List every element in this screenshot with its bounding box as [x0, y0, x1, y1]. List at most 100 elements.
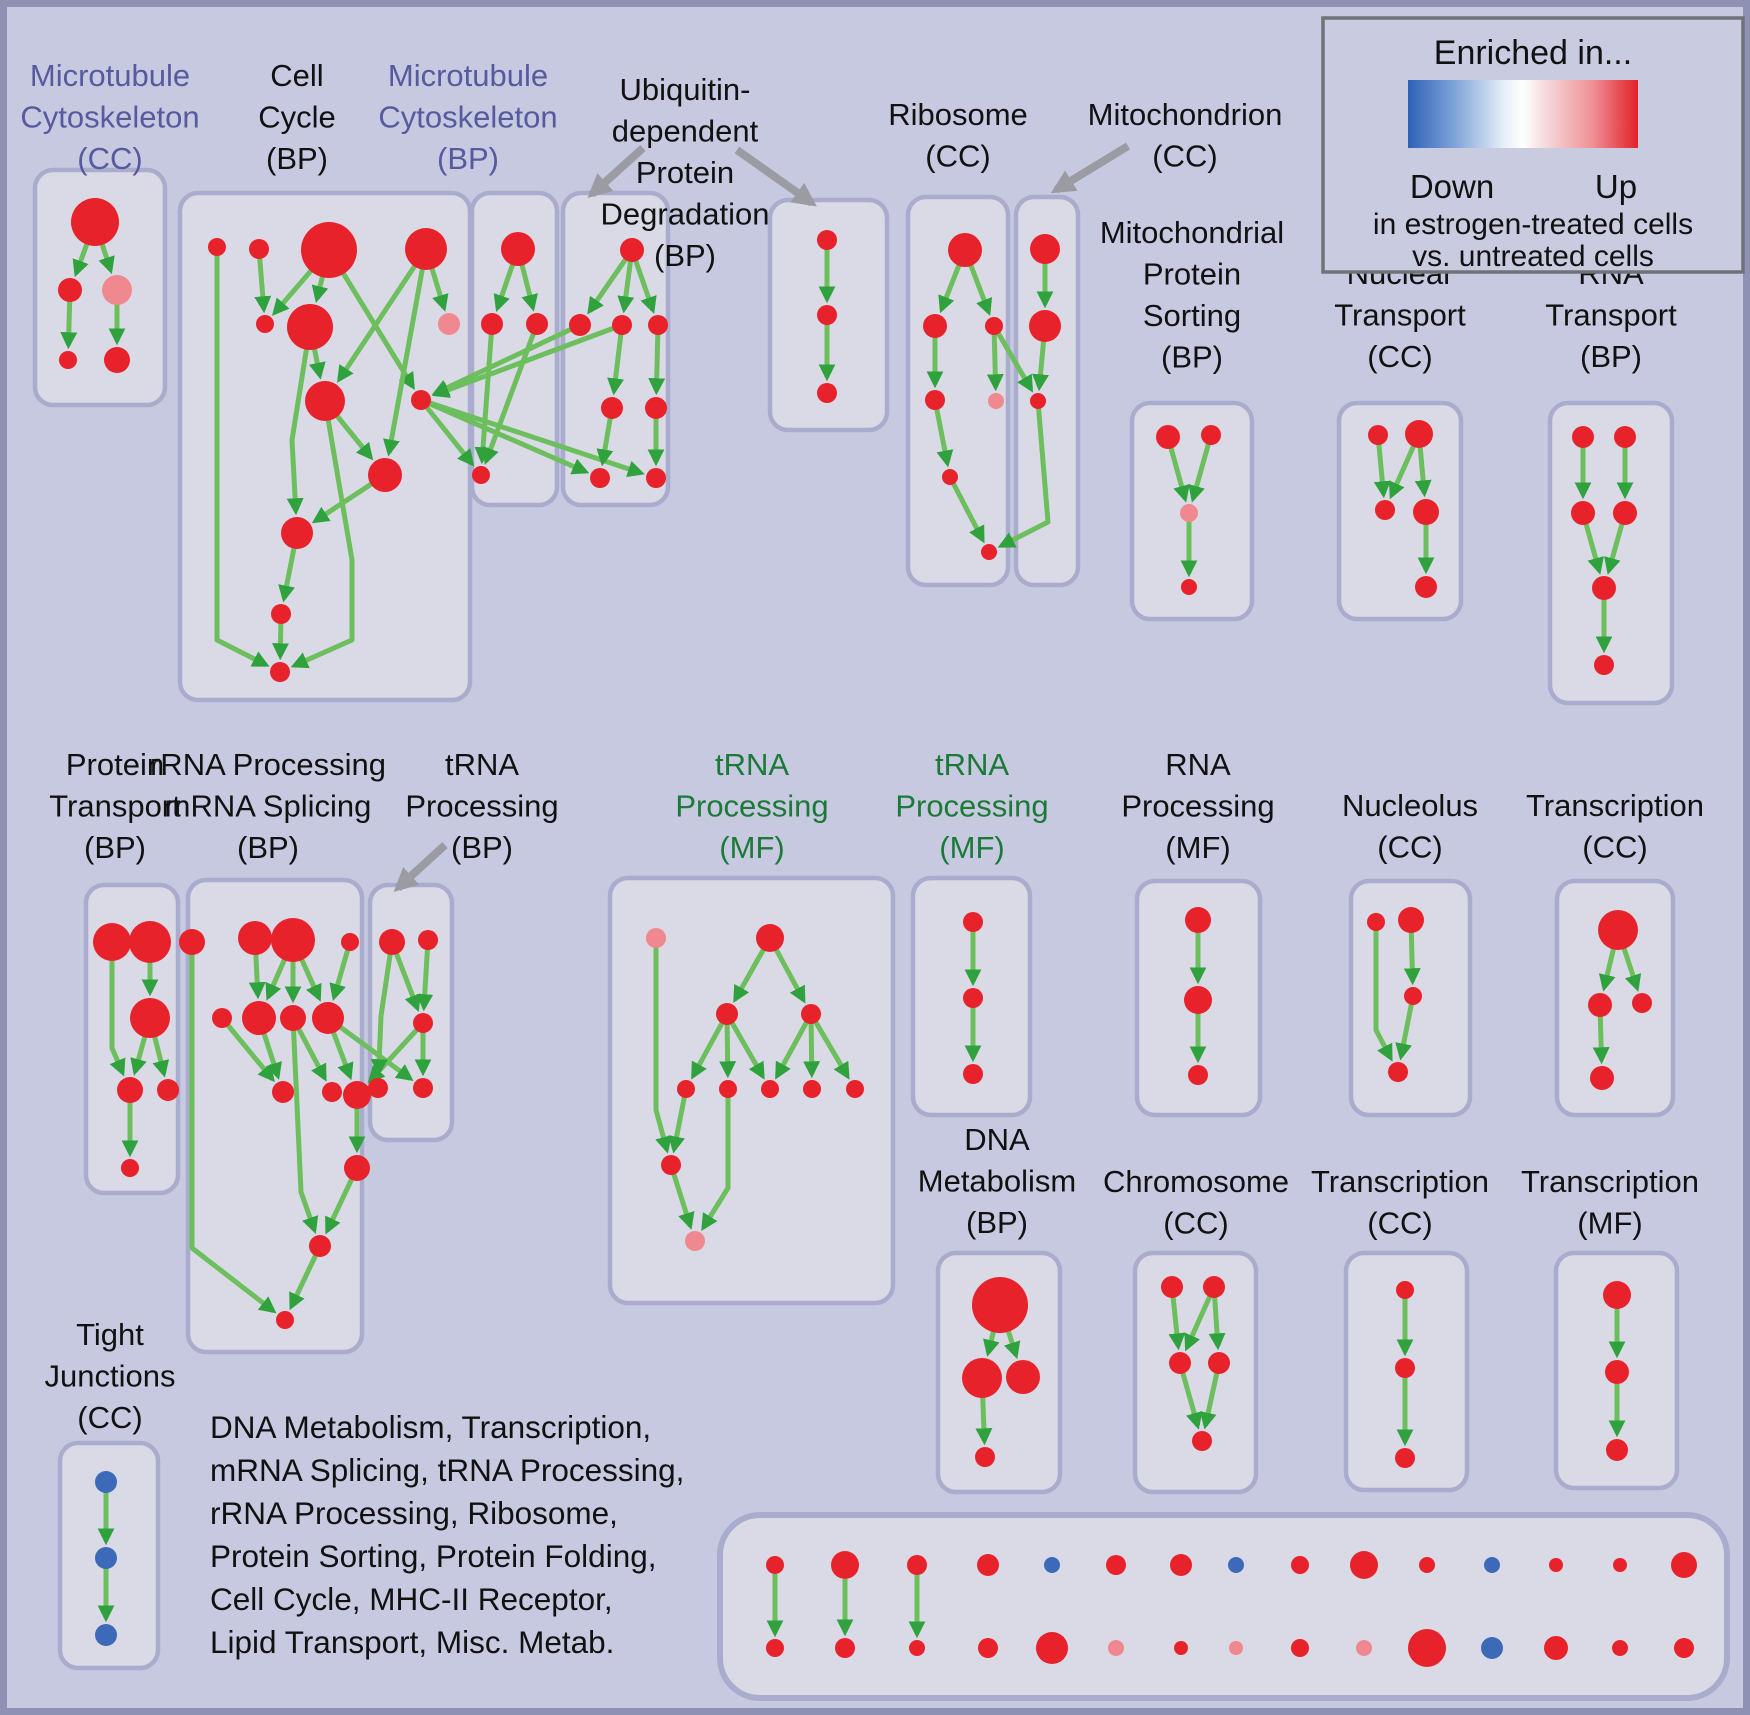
node-R0 [948, 233, 982, 267]
group-label-ribosome-cc-line-1: Ribosome [888, 97, 1028, 132]
group-label-microtubule-cytoskeleton-bp-line-3: (BP) [437, 141, 499, 176]
edge-M2-R6 [997, 400, 1051, 548]
node-k1 [1395, 1358, 1415, 1378]
edge-t1-t2 [416, 939, 434, 1012]
group-label-transcription-cc-line-1: Transcription [1526, 788, 1704, 823]
edge-u2-c8 [432, 322, 623, 398]
node-c3 [405, 228, 447, 270]
group-label-trna-processing-mf-2-line-1: tRNA [935, 747, 1009, 782]
group-label-rrna-processing-mrna-splicing-bp-line-1: rRNA Processing [150, 747, 386, 782]
group-box-misc-summary [717, 1512, 1730, 1701]
node-r12 [309, 1235, 331, 1257]
node-ms0 [1156, 425, 1180, 449]
group-box-nuclear-transport-cc [1336, 400, 1464, 622]
group-label-mitochondrial-protein-sorting-bp-line-3: Sorting [1143, 298, 1241, 333]
group-label-trna-processing-mf-1-line-2: Processing [675, 789, 828, 824]
group-label-dna-metabolism-bp-line-3: (BP) [966, 1205, 1028, 1240]
node-j2-blue [95, 1624, 117, 1646]
node-u4 [601, 397, 623, 419]
legend-down-label: Down [1410, 168, 1494, 205]
group-label-rna-processing-mf-line-3: (MF) [1165, 830, 1230, 865]
node-R1 [923, 314, 947, 338]
node-P9 [661, 1155, 681, 1175]
group-label-microtubule-cytoskeleton-cc-line-3: (CC) [77, 141, 142, 176]
node-r2 [271, 918, 315, 962]
node-r0 [179, 929, 205, 955]
edge-c1-c4 [254, 248, 272, 314]
group-label-trna-processing-mf-2-line-3: (MF) [939, 830, 1004, 865]
group-label-rrna-processing-mrna-splicing-bp-line-2: mRNA Splicing [165, 789, 372, 824]
node-r8 [272, 1081, 294, 1103]
bottom-node-bottom-4 [978, 1638, 998, 1658]
node-r1 [238, 921, 272, 955]
misc-list-line-4: Protein Sorting, Protein Folding, [210, 1538, 657, 1574]
group-label-rna-processing-mf-line-1: RNA [1165, 747, 1231, 782]
edge-c5-c10 [286, 326, 313, 516]
bottom-node-bottom-15 [1674, 1638, 1694, 1658]
group-label-ubiquitin-bp-line-4: Degradation [601, 197, 770, 232]
edge-r12-r13 [289, 1244, 323, 1311]
node-m0 [1603, 1281, 1631, 1309]
node-s2 [963, 1064, 983, 1084]
node-ms3 [1181, 579, 1197, 595]
node-c12 [270, 662, 290, 682]
bottom-node-bottom-8 [1229, 1641, 1243, 1655]
node-R6 [981, 544, 997, 560]
edge-R2-R4 [986, 325, 1004, 392]
group-label-tight-junctions-cc-line-3: (CC) [77, 1400, 142, 1435]
node-rt2 [1571, 501, 1595, 525]
node-P1 [756, 924, 784, 952]
node-u1 [569, 314, 591, 336]
node-u6 [590, 468, 610, 488]
node-r5 [242, 1001, 276, 1035]
trna-bp-pointer-arrow-icon [393, 842, 448, 893]
group-label-transcription-cc-2-line-1: Transcription [1311, 1164, 1489, 1199]
group-label-trna-processing-bp-line-1: tRNA [445, 747, 519, 782]
edge-r3-r7 [329, 941, 353, 1001]
node-r7 [312, 1002, 344, 1034]
edge-b1-b3 [474, 323, 495, 465]
node-k0 [1396, 1281, 1414, 1299]
edge-u3-u5 [648, 324, 666, 396]
node-rt1 [1614, 426, 1636, 448]
bottom-node-top-2 [831, 1551, 859, 1579]
group-label-trna-processing-bp-line-3: (BP) [451, 830, 513, 865]
node-r3 [341, 933, 359, 951]
node-P8 [846, 1080, 864, 1098]
node-c1 [249, 239, 269, 259]
group-label-trna-processing-mf-2-line-2: Processing [895, 789, 1048, 824]
node-tc1 [1588, 993, 1612, 1017]
node-j1-blue [95, 1547, 117, 1569]
node-p5 [121, 1159, 139, 1177]
node-nt2 [1375, 500, 1395, 520]
group-label-transcription-cc-2-line-2: (CC) [1367, 1206, 1432, 1241]
group-label-microtubule-cytoskeleton-bp-line-1: Microtubule [388, 58, 548, 93]
node-tc0 [1598, 910, 1638, 950]
node-r10 [343, 1081, 371, 1109]
group-label-trna-processing-mf-1-line-1: tRNA [715, 747, 789, 782]
edge-r4-r8 [220, 1016, 275, 1083]
node-r11 [344, 1155, 370, 1181]
edge-b2-b3 [482, 323, 540, 465]
node-u2 [612, 315, 632, 335]
group-label-tight-junctions-cc-line-1: Tight [76, 1317, 144, 1352]
group-label-protein-transport-bp-line-3: (BP) [84, 830, 146, 865]
node-t3 [368, 1078, 388, 1098]
node-v0 [817, 230, 837, 250]
node-p4 [157, 1079, 179, 1101]
node-r13 [276, 1311, 294, 1329]
group-label-ubiquitin-bp-line-1: Ubiquitin- [620, 72, 751, 107]
misc-list-line-2: mRNA Splicing, tRNA Processing, [210, 1452, 684, 1488]
node-a4 [104, 347, 130, 373]
node-nt0 [1368, 425, 1388, 445]
group-label-chromosome-cc-line-2: (CC) [1163, 1206, 1228, 1241]
node-n1 [1398, 907, 1424, 933]
misc-list-line-6: Lipid Transport, Misc. Metab. [210, 1624, 614, 1660]
node-rt3 [1613, 501, 1637, 525]
node-c11 [271, 604, 291, 624]
node-a1 [58, 278, 82, 302]
node-P6 [761, 1080, 779, 1098]
edge-P4-P9 [668, 1088, 689, 1154]
edge-P3-P8 [808, 1012, 850, 1080]
group-label-protein-transport-bp-line-2: Transport [49, 789, 181, 824]
